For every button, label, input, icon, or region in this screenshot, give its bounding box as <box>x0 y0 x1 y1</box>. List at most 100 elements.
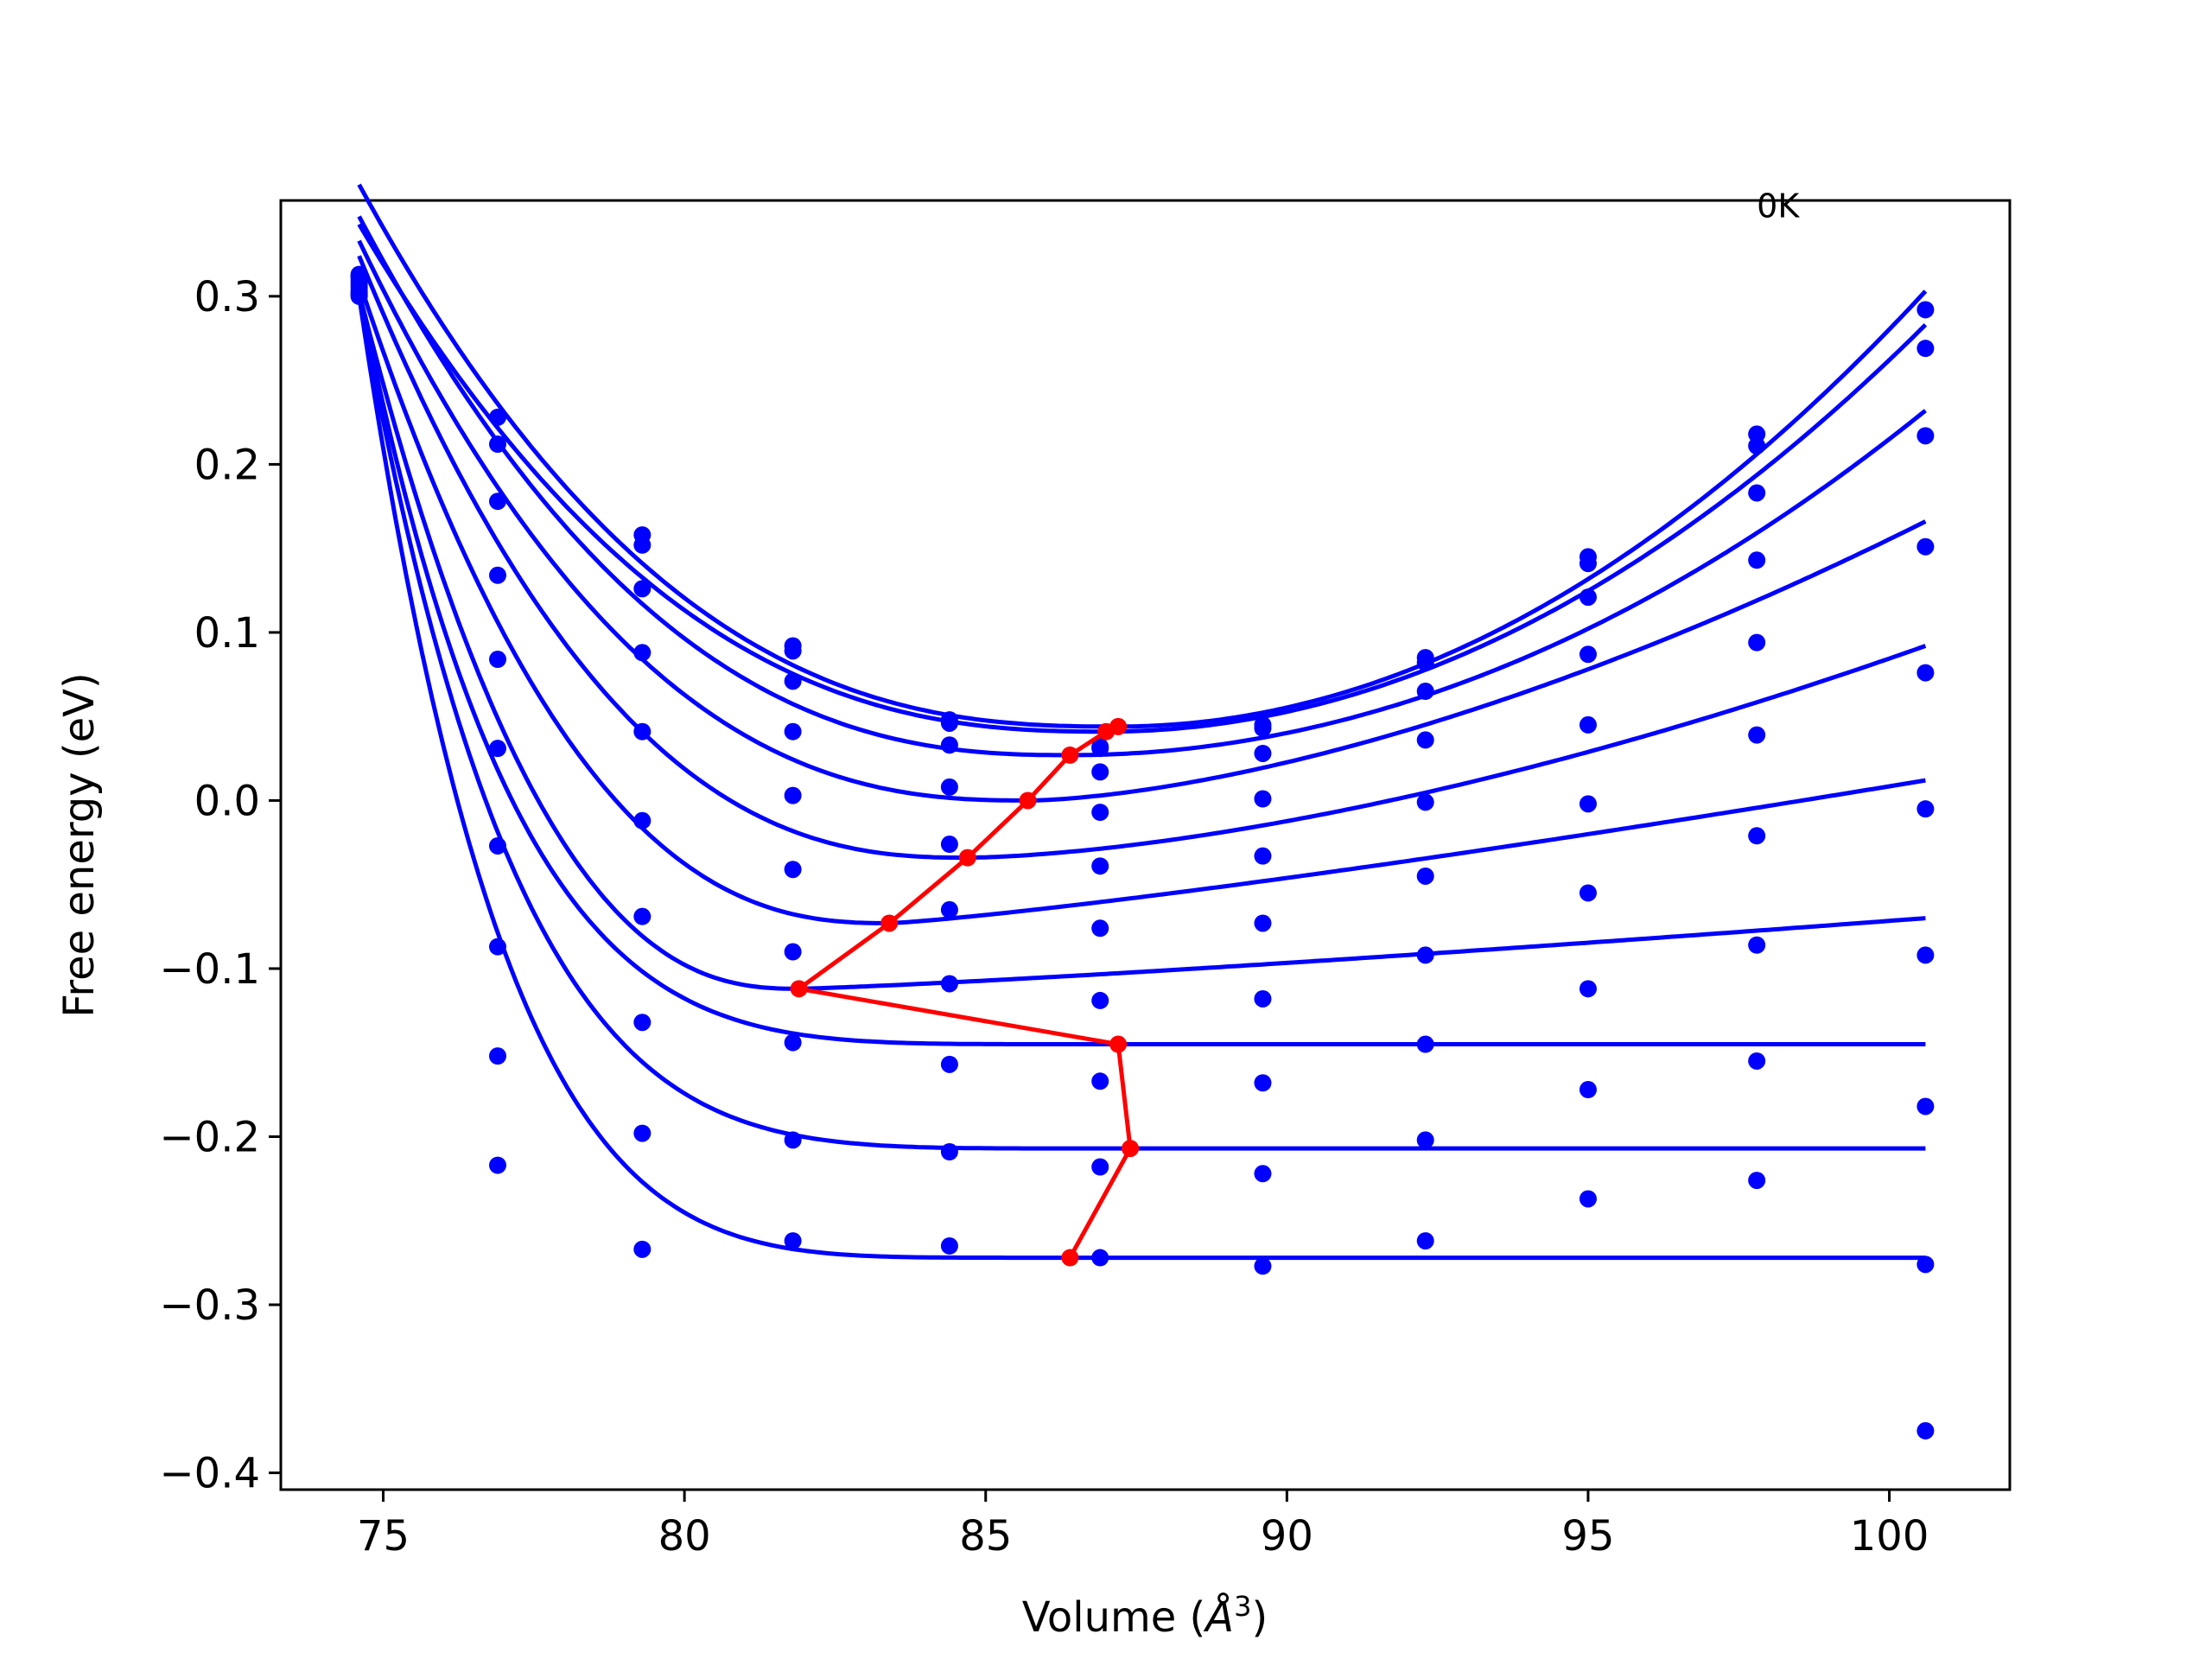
minima-line <box>793 724 1133 1259</box>
data-point <box>1091 763 1109 781</box>
y-tick-label: 0.3 <box>194 273 260 321</box>
data-point <box>488 740 506 758</box>
minimum-point <box>1019 791 1037 810</box>
data-point <box>1254 744 1272 762</box>
data-point <box>1748 936 1766 954</box>
data-point <box>1579 795 1597 813</box>
data-point <box>940 900 958 918</box>
data-point <box>1091 919 1109 938</box>
data-point <box>488 836 506 855</box>
data-point <box>1748 484 1766 502</box>
data-point <box>1748 1172 1766 1190</box>
data-point <box>1254 1074 1272 1092</box>
data-point <box>940 778 958 796</box>
data-point <box>940 1143 958 1161</box>
data-point <box>488 1047 506 1065</box>
data-points <box>350 265 1935 1440</box>
fit-curve <box>357 280 1926 926</box>
data-point <box>488 938 506 956</box>
plot-frame <box>279 199 2012 1491</box>
data-point <box>488 1156 506 1174</box>
data-point <box>1916 301 1935 319</box>
data-point <box>784 642 802 660</box>
y-tick-label: −0.2 <box>159 1113 260 1161</box>
data-point <box>1916 1255 1935 1274</box>
data-point <box>1254 1165 1272 1183</box>
x-axis-title-close: ) <box>1251 1593 1268 1642</box>
data-point <box>1916 427 1935 445</box>
data-point <box>1416 1035 1434 1053</box>
data-point <box>784 786 802 804</box>
data-point <box>784 722 802 741</box>
data-point <box>1748 551 1766 569</box>
data-point <box>784 672 802 690</box>
data-point <box>940 1055 958 1073</box>
data-point <box>940 975 958 993</box>
y-tick-label: 0.1 <box>194 609 260 658</box>
y-tick-label: 0.0 <box>194 777 260 825</box>
data-point <box>1254 790 1272 808</box>
data-point <box>488 435 506 454</box>
y-axis-ticks: −0.4 −0.3 −0.2 −0.1 0.0 0.1 0.2 0.3 <box>159 273 281 1498</box>
minimum-point <box>1061 746 1079 764</box>
data-point <box>1579 715 1597 734</box>
data-point <box>1254 914 1272 932</box>
data-point <box>1579 588 1597 607</box>
data-point <box>940 736 958 754</box>
minimum-point <box>790 980 808 998</box>
fit-curves <box>357 183 1928 1261</box>
data-point <box>1748 726 1766 744</box>
y-tick-label: 0.2 <box>194 441 260 489</box>
data-point <box>784 943 802 961</box>
data-point <box>1748 437 1766 455</box>
data-point <box>1416 867 1434 885</box>
data-point <box>1916 800 1935 818</box>
data-point <box>1416 1131 1434 1149</box>
data-point <box>940 714 958 732</box>
minima-path <box>790 717 1140 1267</box>
minimum-point <box>1109 1035 1128 1053</box>
fit-curve <box>357 215 1927 758</box>
data-point <box>784 1131 802 1149</box>
fit-curve <box>357 296 1926 1151</box>
minimum-point <box>958 849 976 867</box>
data-point <box>1579 645 1597 664</box>
y-tick-label: −0.3 <box>159 1281 260 1330</box>
x-tick-label: 95 <box>1561 1512 1614 1560</box>
data-point <box>1579 980 1597 998</box>
data-point <box>488 493 506 511</box>
data-point <box>633 811 652 830</box>
data-point <box>633 1014 652 1032</box>
data-point <box>1916 664 1935 682</box>
data-point <box>1091 1158 1109 1176</box>
data-point <box>1416 731 1434 749</box>
x-tick-label: 100 <box>1850 1512 1929 1560</box>
data-point <box>633 644 652 662</box>
data-point <box>1091 1072 1109 1090</box>
data-point <box>488 408 506 426</box>
data-point <box>784 861 802 879</box>
x-tick-label: 85 <box>959 1512 1012 1560</box>
data-point <box>1916 340 1935 358</box>
x-tick-label: 75 <box>357 1512 410 1560</box>
x-tick-label: 90 <box>1261 1512 1313 1560</box>
data-point <box>1254 847 1272 865</box>
data-point <box>1254 719 1272 737</box>
data-point <box>633 1240 652 1258</box>
y-tick-label: −0.4 <box>159 1450 260 1498</box>
data-point <box>1091 804 1109 822</box>
data-point <box>633 907 652 925</box>
y-axis-title: Free energy (eV) <box>55 672 104 1017</box>
data-point <box>1091 857 1109 875</box>
x-axis-title-sup: 3 <box>1234 1590 1251 1623</box>
data-point <box>1416 1232 1434 1250</box>
data-point <box>633 580 652 598</box>
fit-curve <box>357 183 1928 729</box>
data-point <box>940 836 958 854</box>
data-point <box>1416 793 1434 811</box>
minimum-point <box>1061 1249 1079 1267</box>
data-point <box>784 1232 802 1250</box>
data-point <box>1916 946 1935 964</box>
data-point <box>784 1033 802 1052</box>
